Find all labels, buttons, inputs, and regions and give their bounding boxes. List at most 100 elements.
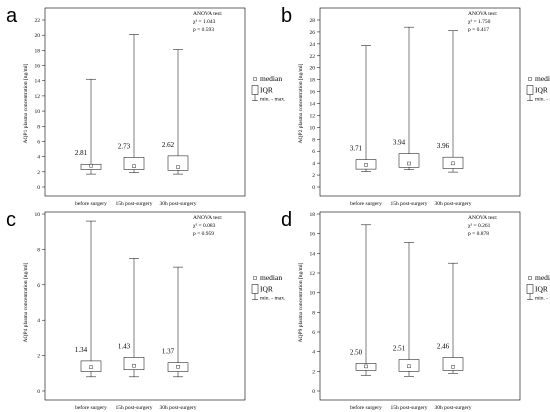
y-tick-label: 6 xyxy=(312,149,315,155)
panel-letter: c xyxy=(6,209,16,231)
box-3: 3.96 30h post-surgery xyxy=(434,30,472,207)
y-tick-label: 4 xyxy=(312,350,315,356)
y-tick-label: 0 xyxy=(312,185,315,191)
legend-median-label: median xyxy=(535,273,550,282)
y-tick-label: 8 xyxy=(37,124,40,130)
chart-panel-a: a 0 2 4 6 8 10 12 14 16 18 20 22 AQP1 plasma concentr… xyxy=(6,5,286,207)
legend-iqr-label: IQR xyxy=(535,285,548,294)
anova-title: ANOVA test: xyxy=(193,215,223,221)
y-tick-label: 26 xyxy=(310,30,316,36)
y-tick-label: 20 xyxy=(35,33,41,39)
median-label: 2.51 xyxy=(393,345,406,353)
legend-iqr-label: IQR xyxy=(260,285,273,294)
plot-frame xyxy=(319,211,521,401)
y-tick-label: 14 xyxy=(35,79,41,85)
y-tick-label: 4 xyxy=(312,161,315,167)
iqr-box xyxy=(442,357,464,371)
y-tick-label: 24 xyxy=(310,42,316,48)
legend-iqr-box xyxy=(251,284,259,294)
y-tick-label: 8 xyxy=(37,247,40,253)
panel-letter: d xyxy=(281,209,292,231)
legend-median-marker xyxy=(253,77,257,81)
median-marker xyxy=(451,161,455,166)
y-tick-label: 6 xyxy=(312,330,315,336)
median-marker xyxy=(89,365,93,369)
y-axis-title: AQP4 plasma concentration [ng/ml] xyxy=(23,262,29,342)
iqr-box xyxy=(167,155,189,171)
median-label: 3.96 xyxy=(437,142,450,150)
y-tick-label: 22 xyxy=(35,18,41,24)
y-tick-label: 4 xyxy=(37,155,40,161)
iqr-box xyxy=(398,153,420,168)
legend: median IQR min. - max. xyxy=(251,74,286,103)
x-tick-label: 15h post-surgery xyxy=(115,405,152,411)
legend-range-label: min. - max. xyxy=(535,296,550,302)
median-marker xyxy=(407,364,411,369)
x-tick-label: 15h post-surgery xyxy=(115,201,152,207)
y-tick-label: 14 xyxy=(310,251,316,257)
box-1: 3.71 before surgery xyxy=(350,45,382,207)
legend-median-label: median xyxy=(260,74,282,83)
y-tick-label: 10 xyxy=(310,291,316,297)
legend-iqr-box xyxy=(526,284,534,294)
box-1: 2.81 before surgery xyxy=(75,78,107,207)
median-marker xyxy=(451,365,455,369)
y-tick-label: 10 xyxy=(35,109,41,115)
plot-frame xyxy=(44,211,246,401)
median-marker xyxy=(364,364,368,369)
median-marker xyxy=(132,164,136,168)
median-label: 3.71 xyxy=(350,145,363,153)
y-tick-label: 16 xyxy=(310,90,316,96)
x-tick-label: 30h post-surgery xyxy=(159,201,196,207)
y-tick-label: 20 xyxy=(310,66,316,72)
median-marker xyxy=(176,365,180,369)
x-tick-label: before surgery xyxy=(350,404,382,411)
chart-panel-d: d 0 2 4 6 8 10 12 14 16 18 AQP9 plasma concentratio… xyxy=(281,209,550,411)
y-tick-label: 6 xyxy=(37,139,40,145)
y-axis-title: AQP2 plasma concentration [ng/ml] xyxy=(298,63,304,143)
legend-range-label: min. - max. xyxy=(535,97,550,103)
legend-median-marker xyxy=(528,77,532,81)
box-2: 3.94 15h post-surgery xyxy=(390,26,428,207)
box-2: 2.51 15h post-surgery xyxy=(390,242,428,411)
median-marker xyxy=(132,363,136,368)
x-tick-label: 15h post-surgery xyxy=(390,405,427,411)
y-tick-label: 12 xyxy=(35,94,41,100)
anova-p: p = 0.593 xyxy=(193,27,214,33)
anova-chi2: χ² = 0.083 xyxy=(193,223,216,229)
median-marker xyxy=(364,163,368,167)
legend: median IQR min. - max. xyxy=(251,273,286,302)
anova-chi2: χ² = 1.043 xyxy=(193,19,216,25)
legend-iqr-box xyxy=(251,85,259,95)
y-tick-label: 12 xyxy=(310,113,316,119)
box-2: 1.43 15h post-surgery xyxy=(115,258,153,411)
x-tick-label: before surgery xyxy=(75,404,107,411)
anova-p: p = 0.878 xyxy=(468,231,489,237)
y-tick-label: 0 xyxy=(312,389,315,395)
iqr-box xyxy=(123,157,145,170)
median-marker xyxy=(89,163,93,168)
legend-median-marker xyxy=(528,276,532,280)
x-tick-label: 30h post-surgery xyxy=(434,201,471,207)
y-tick-label: 10 xyxy=(35,212,41,218)
x-tick-label: 30h post-surgery xyxy=(159,405,196,411)
y-tick-label: 18 xyxy=(310,78,316,84)
y-tick-label: 2 xyxy=(312,173,315,179)
legend: median IQR min. - max. xyxy=(526,74,550,103)
legend-median-marker xyxy=(253,276,257,280)
y-tick-label: 8 xyxy=(312,310,315,316)
median-label: 3.94 xyxy=(393,139,406,147)
y-tick-label: 16 xyxy=(310,232,316,238)
box-1: 1.34 before surgery xyxy=(75,220,107,411)
anova-title: ANOVA test: xyxy=(468,11,498,17)
anova-chi2: χ² = 1.750 xyxy=(468,19,491,25)
iqr-box xyxy=(123,357,145,371)
legend-range-label: min. - max. xyxy=(260,97,286,103)
legend-iqr-box xyxy=(526,85,534,95)
panel-letter: b xyxy=(281,5,292,27)
y-axis-title: AQP1 plasma concentration [ng/ml] xyxy=(23,63,29,143)
y-tick-label: 8 xyxy=(312,137,315,143)
median-label: 2.50 xyxy=(350,348,363,356)
panel-letter: a xyxy=(6,5,18,27)
